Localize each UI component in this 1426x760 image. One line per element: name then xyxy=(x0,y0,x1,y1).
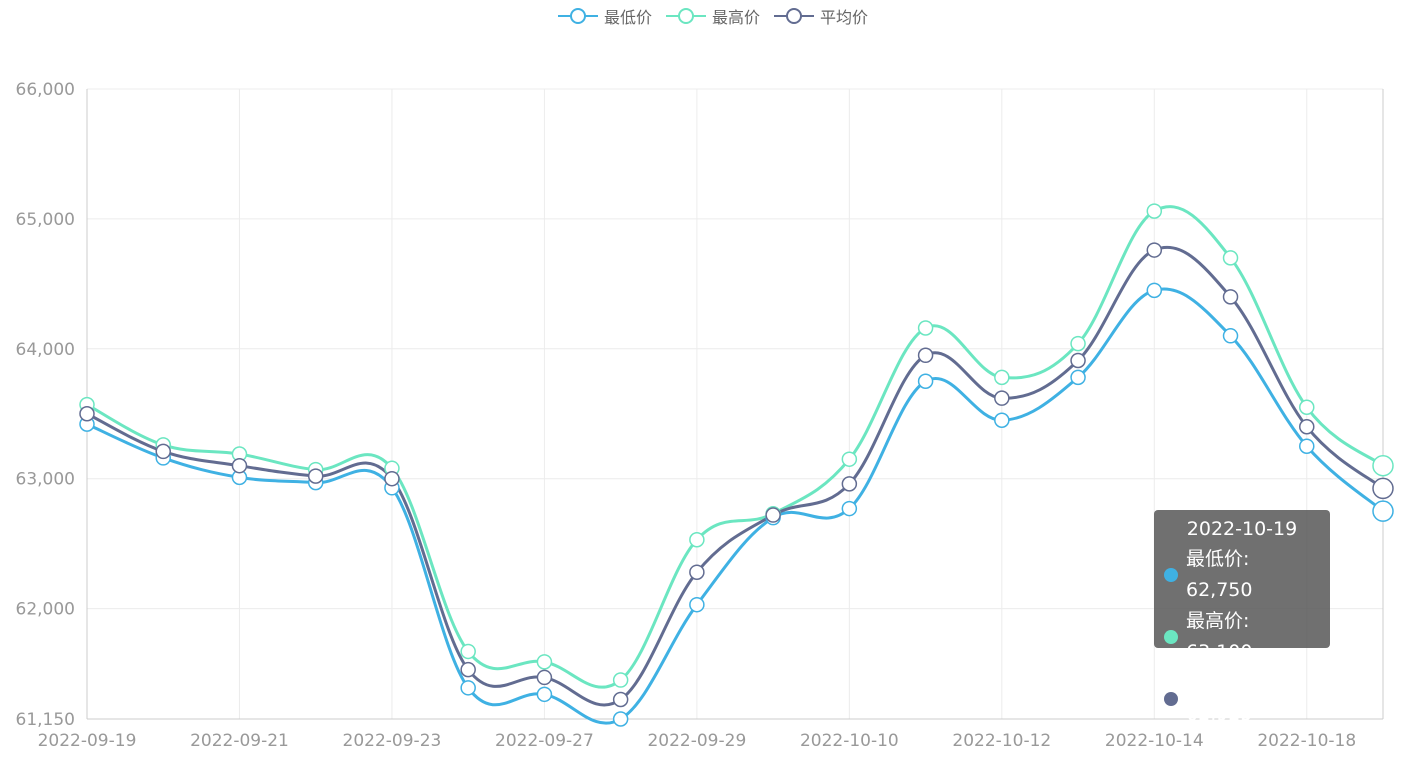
data-point-min xyxy=(1299,438,1315,454)
y-tick-label: 65,000 xyxy=(16,210,75,230)
y-tick-label: 62,000 xyxy=(16,600,75,620)
data-point-avg xyxy=(384,470,400,487)
data-point-max xyxy=(536,654,553,670)
data-point-min xyxy=(460,680,476,696)
x-tick-label: 2022-10-18 xyxy=(1257,731,1356,751)
series-line-avg xyxy=(86,245,1384,707)
y-tick-label: 66,000 xyxy=(16,80,75,100)
data-point-avg xyxy=(612,691,629,708)
series-line-max xyxy=(86,205,1384,689)
data-point-avg xyxy=(1222,289,1239,305)
legend-label-min: 最低价 xyxy=(603,8,652,27)
x-axis-ticks: 2022-09-19 2022-09-21 2022-09-23 2022-09-27… xyxy=(38,731,1357,751)
x-tick-label: 2022-09-27 xyxy=(495,731,594,751)
data-point-avg xyxy=(307,468,324,484)
data-point-avg xyxy=(765,507,781,523)
data-point-avg xyxy=(917,347,934,364)
data-point-avg xyxy=(841,476,858,492)
tooltip-dot-max-icon xyxy=(1164,630,1178,644)
legend: 最低价 最高价 平均价 xyxy=(0,4,1426,28)
data-point-avg xyxy=(155,443,171,460)
legend-item-min[interactable]: 最低价 xyxy=(557,4,652,28)
data-point-avg xyxy=(460,661,476,678)
legend-item-avg[interactable]: 平均价 xyxy=(774,4,868,28)
tooltip: 2022-10-19 最低价: 62,750 最高价: 63,100 平均价: … xyxy=(1154,510,1330,725)
tooltip-dot-avg-icon xyxy=(1164,692,1178,706)
tooltip-row-max: 最高价: 63,100 xyxy=(1164,606,1320,668)
data-point-max xyxy=(1222,250,1239,266)
series-points xyxy=(79,203,1394,727)
data-point-min xyxy=(1146,282,1163,299)
data-point-max xyxy=(612,672,629,688)
data-point-min xyxy=(612,711,629,727)
y-tick-label: 64,000 xyxy=(16,340,75,360)
data-point-max xyxy=(689,531,705,548)
data-point-max xyxy=(1146,203,1163,219)
data-point-max xyxy=(917,320,934,336)
x-tick-label: 2022-09-29 xyxy=(647,731,746,751)
tooltip-value-avg: 平均价: 62,925 xyxy=(1186,672,1253,725)
data-point-avg xyxy=(689,564,705,580)
data-point-avg xyxy=(79,405,95,422)
data-point-min xyxy=(994,412,1010,428)
data-point-min xyxy=(689,596,705,613)
data-point-min xyxy=(841,500,858,517)
data-point-max xyxy=(841,451,858,467)
data-point-max xyxy=(1372,454,1394,477)
data-point-avg xyxy=(1070,352,1086,369)
x-tick-label: 2022-10-12 xyxy=(952,731,1051,751)
x-tick-label: 2022-09-23 xyxy=(343,731,442,751)
data-point-avg xyxy=(536,669,553,686)
data-point-avg xyxy=(1372,477,1394,500)
data-point-min xyxy=(1222,328,1239,344)
x-tick-label: 2022-10-10 xyxy=(800,731,899,751)
y-tick-label: 63,000 xyxy=(16,470,75,490)
legend-label-avg: 平均价 xyxy=(820,8,869,27)
y-tick-label: 61,150 xyxy=(16,710,75,730)
data-point-max xyxy=(994,369,1010,386)
data-point-max xyxy=(460,643,476,660)
data-point-min xyxy=(917,373,934,390)
y-axis-ticks: 61,150 62,000 63,000 64,000 65,000 66,000 xyxy=(16,80,75,730)
x-tick-label: 2022-10-14 xyxy=(1105,731,1204,751)
series-lines xyxy=(86,205,1384,725)
tooltip-value-min: 最低价: 62,750 xyxy=(1186,548,1253,601)
data-point-max xyxy=(1299,399,1315,415)
data-point-min xyxy=(1070,369,1086,386)
legend-swatch-max-icon xyxy=(665,8,706,24)
tooltip-date: 2022-10-19 xyxy=(1186,518,1298,540)
data-point-avg xyxy=(1146,242,1163,258)
data-point-avg xyxy=(1299,418,1315,435)
data-point-min xyxy=(1372,500,1394,522)
tooltip-dot-min-icon xyxy=(1164,568,1178,582)
data-point-avg xyxy=(994,390,1010,406)
x-tick-label: 2022-09-21 xyxy=(190,731,289,751)
legend-swatch-avg-icon xyxy=(774,8,814,24)
series-line-min xyxy=(86,287,1384,725)
data-point-max xyxy=(1070,335,1086,352)
legend-item-max[interactable]: 最高价 xyxy=(665,4,760,28)
tooltip-row-avg: 平均价: 62,925 xyxy=(1164,668,1320,730)
legend-swatch-min-icon xyxy=(557,8,598,24)
data-point-min xyxy=(536,686,553,703)
tooltip-value-max: 最高价: 63,100 xyxy=(1186,610,1253,663)
legend-label-max: 最高价 xyxy=(711,8,760,27)
x-tick-label: 2022-09-19 xyxy=(38,731,137,751)
data-point-avg xyxy=(231,457,248,474)
tooltip-row-min: 最低价: 62,750 xyxy=(1164,544,1320,606)
